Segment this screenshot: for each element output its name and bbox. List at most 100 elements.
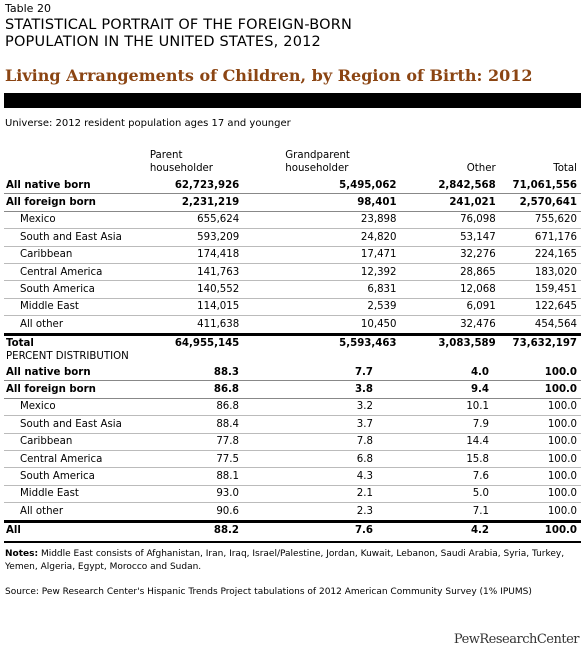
cell: 3.7 bbox=[243, 415, 373, 434]
cell: 100.0 bbox=[489, 380, 581, 399]
cell: 7.7 bbox=[243, 364, 373, 382]
row-label: Caribbean bbox=[4, 246, 122, 264]
table-row: Total 64,955,145 5,593,463 3,083,589 73,632,… bbox=[4, 332, 581, 352]
percent-table: PERCENT DISTRIBUTION All native born 88.3… bbox=[4, 340, 581, 539]
table-row: All foreign born 2,231,219 98,401 241,021 2,… bbox=[4, 193, 581, 212]
cell: 6.8 bbox=[243, 450, 373, 469]
row-label: All other bbox=[4, 315, 122, 335]
universe: Universe: 2012 resident population ages … bbox=[5, 118, 291, 129]
cell: 88.1 bbox=[139, 467, 243, 486]
cell: 655,624 bbox=[121, 211, 244, 230]
cell: 23,898 bbox=[243, 211, 397, 230]
row-label: All foreign born bbox=[4, 380, 139, 399]
table-row: Middle East 114,015 2,539 6,091 122,645 bbox=[4, 298, 581, 317]
notes-label: Notes: bbox=[5, 549, 39, 559]
table-row: All other 411,638 10,450 32,476 454,564 bbox=[4, 315, 581, 335]
cell: 671,176 bbox=[495, 228, 581, 247]
table-row: Mexico 86.8 3.2 10.1 100.0 bbox=[4, 398, 581, 417]
cell: 6,831 bbox=[243, 280, 397, 299]
cell: 90.6 bbox=[139, 502, 243, 522]
title-line: POPULATION IN THE UNITED STATES, 2012 bbox=[5, 34, 321, 50]
column-header: Total bbox=[553, 163, 577, 174]
title-line: STATISTICAL PORTRAIT OF THE FOREIGN-BORN bbox=[5, 17, 353, 33]
table-row: South America 88.1 4.3 7.6 100.0 bbox=[4, 467, 581, 486]
cell: 183,020 bbox=[495, 263, 581, 282]
table-row: All native born 62,723,926 5,495,062 2,842,… bbox=[4, 177, 581, 195]
column-header-row: Parent householder Grandparent household… bbox=[4, 141, 581, 177]
cell: 76,098 bbox=[396, 211, 496, 230]
cell: 6,091 bbox=[396, 298, 496, 317]
cell: 174,418 bbox=[121, 246, 244, 264]
cell: 10,450 bbox=[243, 315, 397, 335]
row-label: Caribbean bbox=[4, 433, 139, 451]
table-row: All foreign born 86.8 3.8 9.4 100.0 bbox=[4, 380, 581, 399]
cell: 86.8 bbox=[139, 380, 243, 399]
table-row: Caribbean 174,418 17,471 32,276 224,165 bbox=[4, 246, 581, 264]
cell: 100.0 bbox=[489, 433, 581, 451]
cell: 28,865 bbox=[396, 263, 496, 282]
column-header: Grandparent householder bbox=[285, 150, 350, 174]
cell: 7.6 bbox=[243, 519, 373, 539]
corner bbox=[4, 141, 122, 177]
row-label: Central America bbox=[4, 450, 139, 469]
table-row: Mexico 655,624 23,898 76,098 755,620 bbox=[4, 211, 581, 230]
row-label: Central America bbox=[4, 263, 122, 282]
row-label: All foreign born bbox=[4, 193, 122, 212]
cell: 4.0 bbox=[373, 364, 489, 382]
cell: 2.3 bbox=[243, 502, 373, 522]
cell: 73,632,197 bbox=[495, 332, 581, 352]
cell: 454,564 bbox=[495, 315, 581, 335]
cell: 4.2 bbox=[373, 519, 489, 539]
row-label: All native born bbox=[4, 177, 122, 195]
cell: 159,451 bbox=[495, 280, 581, 299]
title: STATISTICAL PORTRAIT OF THE FOREIGN-BORN… bbox=[5, 17, 352, 51]
table-row: All other 90.6 2.3 7.1 100.0 bbox=[4, 502, 581, 522]
cell: 2.1 bbox=[243, 485, 373, 504]
header-bar bbox=[4, 93, 581, 108]
cell: 4.3 bbox=[243, 467, 373, 486]
table-row: South America 140,552 6,831 12,068 159,451 bbox=[4, 280, 581, 299]
cell: 93.0 bbox=[139, 485, 243, 504]
table-row: All 88.2 7.6 4.2 100.0 bbox=[4, 519, 581, 539]
cell: 5.0 bbox=[373, 485, 489, 504]
row-label: Middle East bbox=[4, 298, 122, 317]
cell: 2,842,568 bbox=[396, 177, 496, 195]
row-label: All native born bbox=[4, 364, 139, 382]
table-label: Table 20 bbox=[5, 2, 51, 15]
cell: 3.2 bbox=[243, 398, 373, 417]
cell: 7.6 bbox=[373, 467, 489, 486]
cell: 3,083,589 bbox=[396, 332, 496, 352]
notes-text: Middle East consists of Afghanistan, Ira… bbox=[5, 549, 565, 572]
cell: 88.4 bbox=[139, 415, 243, 434]
cell: 98,401 bbox=[243, 193, 397, 212]
cell: 64,955,145 bbox=[121, 332, 244, 352]
cell: 2,539 bbox=[243, 298, 397, 317]
cell: 755,620 bbox=[495, 211, 581, 230]
cell: 86.8 bbox=[139, 398, 243, 417]
cell: 593,209 bbox=[121, 228, 244, 247]
cell: 122,645 bbox=[495, 298, 581, 317]
cell: 411,638 bbox=[121, 315, 244, 335]
counts-table: Parent householder Grandparent household… bbox=[4, 141, 581, 352]
cell: 100.0 bbox=[489, 485, 581, 504]
cell: 2,570,641 bbox=[495, 193, 581, 212]
cell: 24,820 bbox=[243, 228, 397, 247]
cell: 53,147 bbox=[396, 228, 496, 247]
cell: 2,231,219 bbox=[121, 193, 244, 212]
row-label: All bbox=[4, 519, 139, 539]
table-row: South and East Asia 88.4 3.7 7.9 100.0 bbox=[4, 415, 581, 434]
row-label: Total bbox=[4, 332, 122, 352]
subtitle: Living Arrangements of Children, by Regi… bbox=[5, 66, 533, 85]
cell: 5,495,062 bbox=[243, 177, 397, 195]
cell: 114,015 bbox=[121, 298, 244, 317]
cell: 9.4 bbox=[373, 380, 489, 399]
table-row: All native born 88.3 7.7 4.0 100.0 bbox=[4, 364, 581, 382]
row-label: South America bbox=[4, 467, 139, 486]
row-label: South and East Asia bbox=[4, 228, 122, 247]
cell: 100.0 bbox=[489, 519, 581, 539]
section-heading-row: PERCENT DISTRIBUTION bbox=[4, 340, 581, 364]
cell: 141,763 bbox=[121, 263, 244, 282]
table-row: South and East Asia 593,209 24,820 53,147 67… bbox=[4, 228, 581, 247]
cell: 7.9 bbox=[373, 415, 489, 434]
